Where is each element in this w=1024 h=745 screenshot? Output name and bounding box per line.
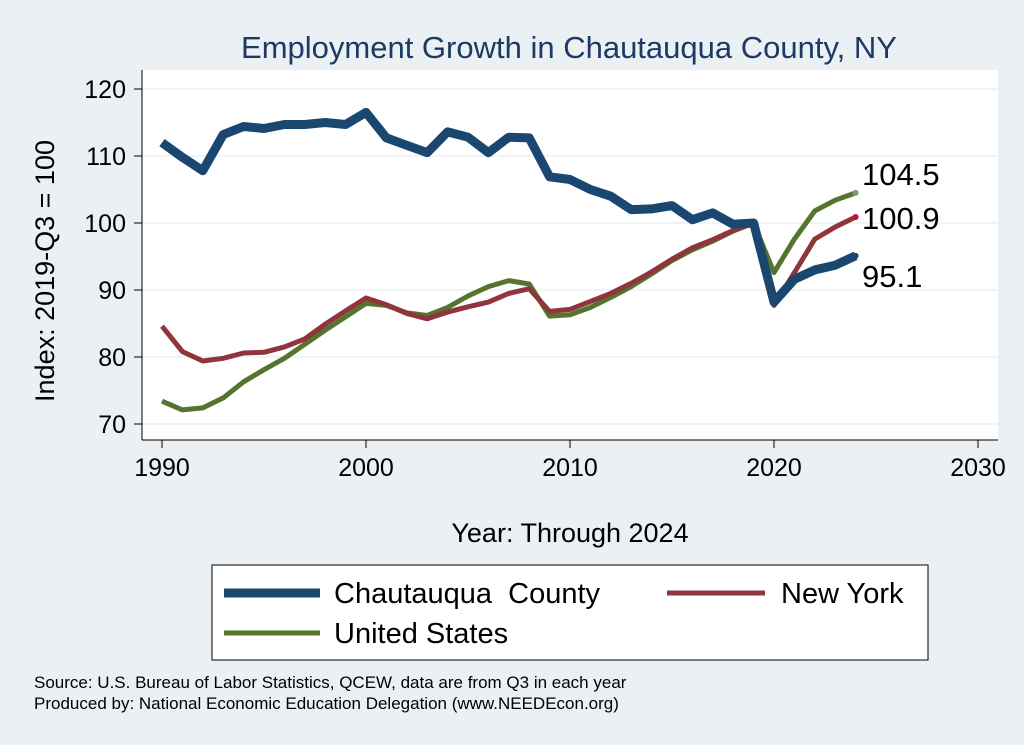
legend-label-new-york: New York xyxy=(781,578,904,610)
y-tick-label: 90 xyxy=(98,277,126,305)
end-label-2: 95.1 xyxy=(862,259,922,294)
legend-box xyxy=(211,564,929,661)
y-ticks: 70 80 90 100 110 120 xyxy=(84,76,142,439)
chart-title: Employment Growth in Chautauqua County, … xyxy=(241,30,897,65)
end-label-0: 104.5 xyxy=(862,157,940,192)
y-axis-title: Index: 2019-Q3 = 100 xyxy=(30,140,60,402)
y-tick-label: 100 xyxy=(84,210,126,238)
end-labels: 104.5 100.9 95.1 xyxy=(862,157,940,294)
end-label-1: 100.9 xyxy=(862,201,940,236)
legend-label-chautauqua: Chautauqua County xyxy=(334,578,601,610)
series-end-point-1 xyxy=(852,213,859,220)
y-tick-label: 70 xyxy=(98,411,126,439)
series-end-point-0 xyxy=(852,252,859,259)
series-line-0 xyxy=(159,107,858,307)
x-tick-label: 1990 xyxy=(134,454,190,482)
legend: Chautauqua County New York United States xyxy=(211,564,929,661)
y-tick-label: 80 xyxy=(98,344,126,372)
x-tick-label: 2000 xyxy=(338,454,394,482)
x-tick-label: 2010 xyxy=(542,454,598,482)
series-lines xyxy=(159,107,859,413)
source-note: Source: U.S. Bureau of Labor Statistics,… xyxy=(34,673,627,692)
y-tick-label: 120 xyxy=(84,76,126,104)
y-tick-label: 110 xyxy=(86,143,126,171)
x-axis-title: Year: Through 2024 xyxy=(451,518,688,548)
producer-note: Produced by: National Economic Education… xyxy=(34,694,619,713)
x-tick-label: 2020 xyxy=(746,454,802,482)
legend-label-united-states: United States xyxy=(334,618,508,650)
x-ticks: 1990 2000 2010 2020 2030 xyxy=(134,440,1006,482)
x-tick-label: 2030 xyxy=(950,454,1006,482)
series-end-point-2 xyxy=(852,189,859,196)
